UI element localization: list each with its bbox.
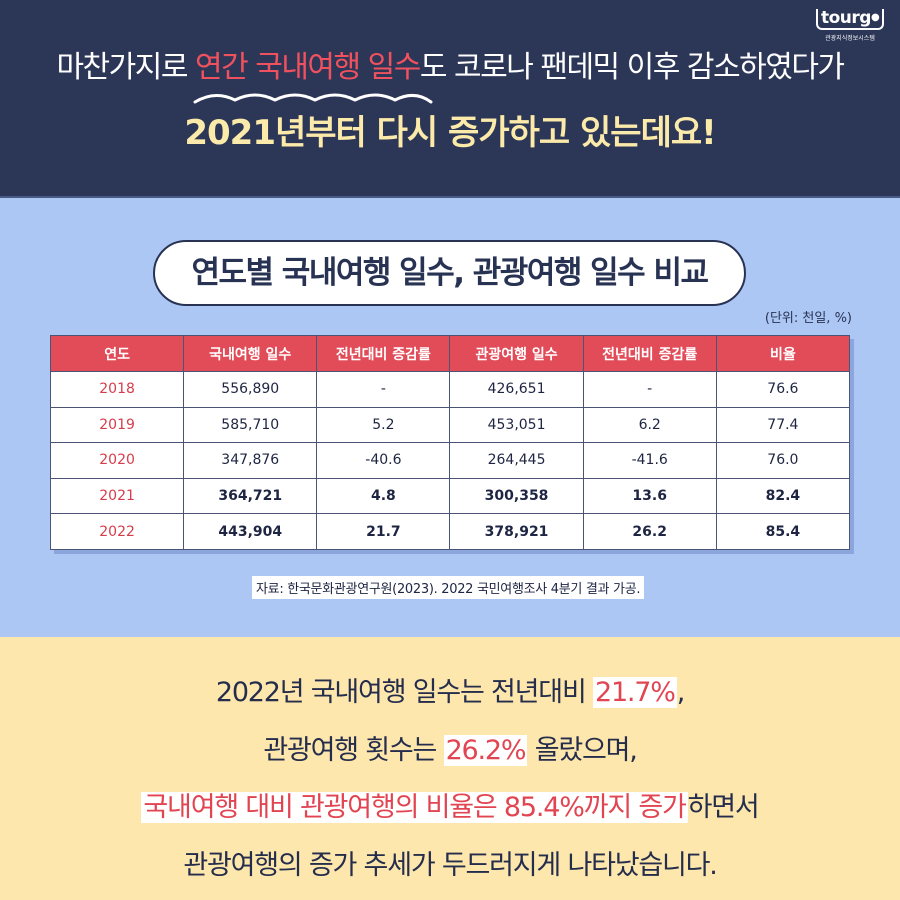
cell-year: 2019 bbox=[49, 406, 185, 444]
cell-tourism-days: 453,051 bbox=[449, 406, 584, 444]
data-table-container: 연도 국내여행 일수 전년대비 증감률 관광여행 일수 전년대비 증감률 비율 … bbox=[49, 335, 851, 550]
cell-tourism-days: 378,921 bbox=[449, 513, 584, 550]
cell-tourism-days: 264,445 bbox=[449, 442, 584, 479]
cell-domestic-change: 21.7 bbox=[316, 513, 451, 550]
summary-section: 2022년 국내여행 일수는 전년대비 21.7%, 관광여행 횟수는 26.2… bbox=[0, 637, 900, 900]
col-header-ratio: 비율 bbox=[715, 335, 851, 372]
cell-ratio: 85.4 bbox=[715, 513, 851, 550]
cell-domestic-days: 585,710 bbox=[183, 406, 318, 444]
cell-domestic-change: -40.6 bbox=[316, 442, 451, 479]
summary-highlight-tourism: 26.2% bbox=[443, 735, 528, 766]
summary-highlight-domestic: 21.7% bbox=[592, 677, 677, 708]
cell-domestic-days: 443,904 bbox=[183, 513, 318, 550]
logo-mark: tourg● bbox=[816, 9, 885, 30]
table-header-row: 연도 국내여행 일수 전년대비 증감률 관광여행 일수 전년대비 증감률 비율 bbox=[49, 335, 851, 372]
col-header-domestic-days: 국내여행 일수 bbox=[183, 335, 318, 372]
table-row: 2022 443,904 21.7 378,921 26.2 85.4 bbox=[49, 513, 851, 550]
cell-domestic-days: 556,890 bbox=[183, 371, 318, 408]
location-pin-icon: ● bbox=[870, 12, 880, 23]
unit-label: (단위: 천일, %) bbox=[764, 311, 852, 326]
cell-year: 2018 bbox=[49, 371, 185, 408]
cell-domestic-change: - bbox=[316, 371, 451, 408]
cell-domestic-change: 5.2 bbox=[316, 406, 451, 444]
col-header-domestic-change: 전년대비 증감률 bbox=[316, 335, 451, 372]
cell-domestic-days: 364,721 bbox=[183, 477, 318, 515]
cell-tourism-change: 13.6 bbox=[582, 477, 717, 515]
headline-line-1: 마찬가지로 연간 국내여행 일수 도 코로나 팬데믹 이후 감소하였다가 bbox=[0, 48, 900, 104]
table-row: 2021 364,721 4.8 300,358 13.6 82.4 bbox=[49, 477, 851, 515]
summary-line-1: 2022년 국내여행 일수는 전년대비 21.7%, bbox=[215, 677, 685, 708]
cell-domestic-days: 347,876 bbox=[183, 442, 318, 479]
travel-days-table: 연도 국내여행 일수 전년대비 증감률 관광여행 일수 전년대비 증감률 비율 … bbox=[49, 335, 851, 550]
table-row: 2020 347,876 -40.6 264,445 -41.6 76.0 bbox=[49, 442, 851, 479]
cell-year: 2021 bbox=[49, 477, 185, 515]
cell-year: 2022 bbox=[49, 513, 185, 550]
summary-line-2: 관광여행 횟수는 26.2% 올랐으며, bbox=[263, 735, 638, 766]
summary-line-3: 국내여행 대비 관광여행의 비율은 85.4%까지 증가하면서 bbox=[141, 792, 760, 823]
headline-line-2: 2021년부터 다시 증가하고 있는데요! bbox=[184, 113, 716, 153]
cell-ratio: 77.4 bbox=[715, 406, 851, 444]
col-header-year: 연도 bbox=[49, 335, 185, 372]
table-title: 연도별 국내여행 일수, 관광여행 일수 비교 bbox=[153, 240, 746, 306]
table-row: 2019 585,710 5.2 453,051 6.2 77.4 bbox=[49, 406, 851, 444]
table-section: 연도별 국내여행 일수, 관광여행 일수 비교 (단위: 천일, %) 연도 국… bbox=[0, 196, 900, 637]
cell-year: 2020 bbox=[49, 442, 185, 479]
cell-domestic-change: 4.8 bbox=[316, 477, 451, 515]
cell-tourism-change: -41.6 bbox=[582, 442, 717, 479]
cell-tourism-change: 6.2 bbox=[582, 406, 717, 444]
cell-tourism-days: 426,651 bbox=[449, 371, 584, 408]
cell-ratio: 76.6 bbox=[715, 371, 851, 408]
logo-subtitle: 관광지식정보시스템 bbox=[825, 35, 875, 42]
cell-ratio: 82.4 bbox=[715, 477, 851, 515]
header-banner: tourg● 관광지식정보시스템 마찬가지로 연간 국내여행 일수 도 코로나 팬… bbox=[0, 0, 900, 196]
table-row: 2018 556,890 - 426,651 - 76.6 bbox=[49, 371, 851, 408]
col-header-tourism-days: 관광여행 일수 bbox=[449, 335, 584, 372]
summary-line-4: 관광여행의 증가 추세가 두드러지게 나타났습니다. bbox=[183, 850, 718, 881]
cell-tourism-change: - bbox=[582, 371, 717, 408]
cell-tourism-days: 300,358 bbox=[449, 477, 584, 515]
headline-highlight: 연간 국내여행 일수 bbox=[193, 48, 433, 104]
cell-ratio: 76.0 bbox=[715, 442, 851, 479]
tourgo-logo: tourg● 관광지식정보시스템 bbox=[816, 8, 885, 42]
cell-tourism-change: 26.2 bbox=[582, 513, 717, 550]
summary-highlight-ratio: 국내여행 대비 관광여행의 비율은 85.4%까지 증가 bbox=[141, 792, 688, 823]
source-note: 자료: 한국문화관광연구원(2023). 2022 국민여행조사 4분기 결과 … bbox=[252, 576, 645, 599]
col-header-tourism-change: 전년대비 증감률 bbox=[582, 335, 717, 372]
wavy-underline-icon bbox=[193, 93, 433, 104]
